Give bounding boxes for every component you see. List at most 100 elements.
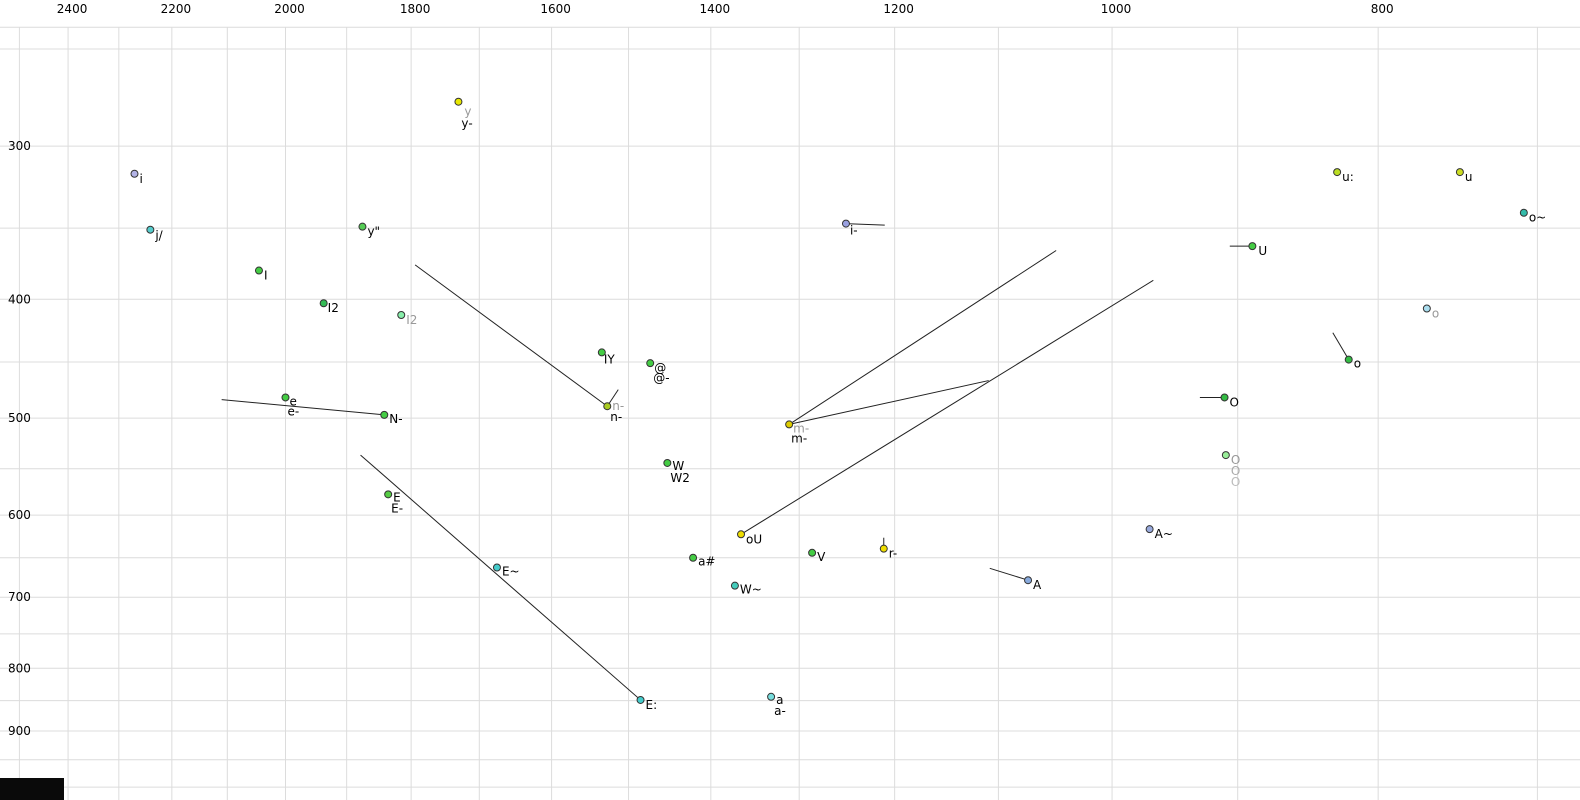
point-O-light <box>1221 451 1230 460</box>
corner-black-patch <box>0 778 64 800</box>
point-label-e: e- <box>287 404 299 418</box>
point-e <box>281 393 290 402</box>
point-label-y-quote: y" <box>367 225 380 239</box>
y-axis-tick-label: 900 <box>8 724 31 738</box>
point-label-A-nasal: A~ <box>1155 527 1173 541</box>
point-label-U: U <box>1258 244 1267 258</box>
point-label-j-slash: j/ <box>154 229 163 243</box>
point-schwa <box>646 359 655 368</box>
connector-line <box>1332 332 1350 360</box>
point-A <box>1024 576 1033 585</box>
connector-line <box>789 380 989 425</box>
point-label-a-hash: a# <box>698 555 715 569</box>
point-I2-light <box>397 311 406 320</box>
point-I2 <box>319 299 328 308</box>
point-label-I: I <box>264 269 268 283</box>
point-E <box>384 490 393 499</box>
point-label-oU: oU <box>746 532 762 546</box>
point-label-E: E <box>393 490 401 504</box>
point-label-r-bar: r- <box>889 547 898 561</box>
point-i <box>130 169 139 178</box>
point-u <box>1455 168 1464 177</box>
connector-line <box>360 454 641 701</box>
point-label-m-bar: m- <box>793 421 809 435</box>
point-label-n-bar: n- <box>610 410 622 424</box>
x-axis-tick-label: 1200 <box>883 2 914 16</box>
point-label-I2: I2 <box>328 301 339 315</box>
point-label-a: a <box>776 693 783 707</box>
point-label-o: o <box>1354 357 1361 371</box>
point-label-i-bar: i- <box>850 224 858 238</box>
y-axis-tick-label: 500 <box>8 411 31 425</box>
point-label-V: V <box>817 550 826 564</box>
y-axis-tick-label: 600 <box>8 508 31 522</box>
point-m-bar <box>785 420 794 429</box>
point-label-O-light: O <box>1231 464 1240 478</box>
point-N-bar <box>380 410 389 419</box>
point-E-long <box>636 695 645 704</box>
point-label-E-long: E: <box>646 698 658 712</box>
point-label-o-light: o <box>1432 307 1439 321</box>
point-A-nasal <box>1145 525 1154 534</box>
point-label-A: A <box>1033 578 1042 592</box>
point-W-nasal <box>730 581 739 590</box>
point-i-bar <box>841 219 850 228</box>
point-o-light <box>1422 304 1431 313</box>
point-label-y: y <box>464 105 471 119</box>
y-axis-tick-label: 700 <box>8 590 31 604</box>
point-u-long <box>1333 168 1342 177</box>
point-label-W-nasal: W~ <box>740 583 762 597</box>
point-label-i: i <box>139 172 142 186</box>
point-label-a: a- <box>774 704 786 718</box>
point-IY <box>597 348 606 357</box>
point-label-IY: IY <box>604 352 616 366</box>
point-label-n-bar: n- <box>612 399 624 413</box>
point-label-e: e <box>289 394 296 408</box>
point-label-u-long: u: <box>1342 170 1354 184</box>
point-label-E: E- <box>391 501 403 515</box>
point-I <box>254 266 263 275</box>
point-n-bar <box>603 402 612 411</box>
x-axis-tick-label: 2000 <box>274 2 305 16</box>
x-axis-tick-label: 1800 <box>400 2 431 16</box>
connector-line <box>788 250 1057 425</box>
point-label-W: W <box>672 459 684 473</box>
point-W <box>663 458 672 467</box>
point-label-O: O <box>1230 395 1239 409</box>
point-label-W: W2 <box>670 471 690 485</box>
point-oU <box>737 530 746 539</box>
point-y <box>454 97 463 106</box>
point-label-O-light: O <box>1231 453 1240 467</box>
x-axis-tick-label: 1400 <box>700 2 731 16</box>
point-label-schwa: @ <box>654 361 666 375</box>
x-axis-tick-label: 800 <box>1371 2 1394 16</box>
connector-line <box>989 567 1029 581</box>
point-O <box>1220 393 1229 402</box>
connector-line <box>414 264 608 407</box>
point-V <box>808 548 817 557</box>
point-j-slash <box>146 225 155 234</box>
point-label-O-light: O <box>1231 475 1240 489</box>
y-axis-tick-label: 400 <box>8 292 31 306</box>
point-label-o-nasal: o~ <box>1529 211 1546 225</box>
point-label-N-bar: N- <box>389 412 402 426</box>
point-y-quote <box>358 222 367 231</box>
y-axis-tick-label: 800 <box>8 661 31 675</box>
point-label-E-nasal: E~ <box>502 564 520 578</box>
point-o-nasal <box>1519 208 1528 217</box>
y-axis-tick-label: 300 <box>8 139 31 153</box>
point-label-I2-light: I2 <box>406 313 417 327</box>
point-U <box>1248 242 1257 251</box>
connector-line <box>221 399 385 416</box>
x-axis-tick-label: 2400 <box>57 2 88 16</box>
point-r-bar <box>879 544 888 553</box>
point-o <box>1344 355 1353 364</box>
x-axis-tick-label: 2200 <box>161 2 192 16</box>
point-label-schwa: @- <box>653 371 669 385</box>
x-axis-tick-label: 1600 <box>540 2 571 16</box>
point-label-y: y- <box>461 117 472 131</box>
connector-line <box>740 279 1154 535</box>
point-label-u: u <box>1465 170 1473 184</box>
